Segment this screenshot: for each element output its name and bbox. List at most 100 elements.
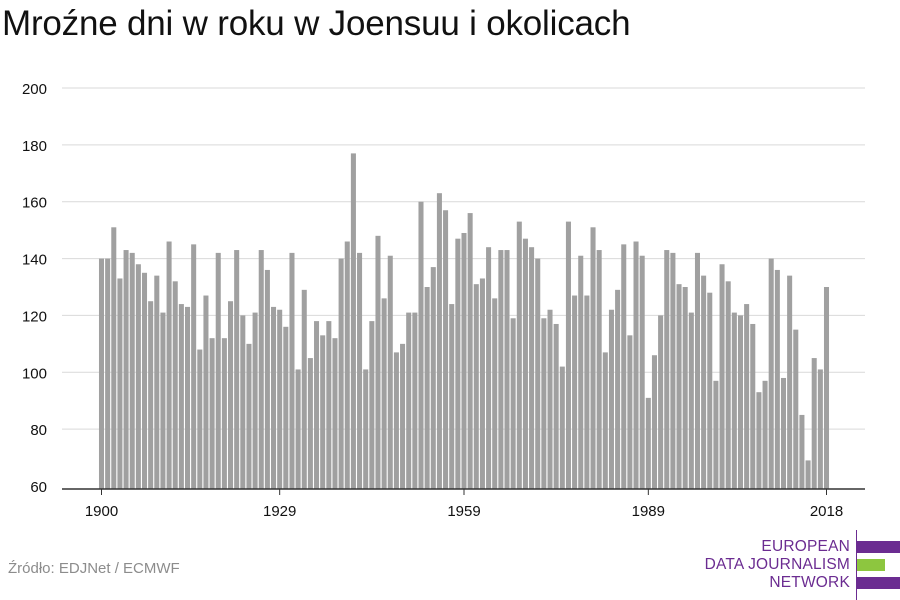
bar	[246, 343, 252, 489]
y-tick-label: 200	[22, 81, 47, 98]
bar	[154, 275, 160, 489]
bar	[479, 278, 485, 489]
bar	[264, 269, 270, 489]
bar	[400, 343, 406, 489]
bar	[271, 306, 277, 489]
bar	[350, 153, 356, 489]
bar	[516, 221, 522, 490]
bar	[670, 252, 676, 489]
bar	[406, 312, 412, 489]
source-note: Źródło: EDJNet / ECMWF	[8, 560, 180, 577]
y-tick-label: 180	[22, 138, 47, 155]
bar	[492, 298, 498, 489]
logo-wordmark: EUROPEAN DATA JOURNALISM NETWORK	[705, 538, 850, 592]
bar	[449, 304, 455, 489]
bar	[787, 275, 793, 489]
logo-divider	[856, 530, 857, 600]
bar	[387, 255, 393, 489]
bar	[608, 309, 614, 489]
bar	[221, 338, 227, 489]
bar	[332, 338, 338, 489]
bar	[731, 312, 737, 489]
bar	[547, 309, 553, 489]
bar	[197, 349, 203, 489]
x-tick-label: 1929	[263, 503, 296, 520]
bar	[719, 264, 725, 489]
logo-bar-green	[857, 559, 885, 571]
bar	[762, 380, 768, 489]
bar	[596, 250, 602, 489]
bar	[658, 315, 664, 489]
bar	[455, 238, 461, 489]
bar	[713, 380, 719, 489]
edjnet-logo: EUROPEAN DATA JOURNALISM NETWORK	[700, 530, 900, 600]
bar	[436, 193, 442, 489]
bar	[185, 306, 191, 489]
bar	[135, 264, 141, 489]
bar	[651, 355, 657, 489]
bar	[701, 275, 707, 489]
logo-line-1: EUROPEAN	[761, 538, 850, 555]
bar	[320, 335, 326, 489]
bar	[535, 258, 541, 489]
bar	[117, 278, 123, 489]
bar	[252, 312, 258, 489]
bar	[615, 289, 621, 489]
bar	[633, 241, 639, 489]
bar	[172, 281, 178, 489]
bar	[750, 323, 756, 489]
bar	[504, 250, 510, 489]
bar	[823, 287, 830, 489]
bar	[375, 235, 381, 489]
y-tick-label: 120	[22, 308, 47, 325]
bar	[443, 210, 449, 490]
bar	[393, 352, 399, 489]
bar	[203, 295, 209, 489]
bar	[277, 309, 283, 489]
bar	[338, 258, 344, 489]
bar	[412, 312, 418, 489]
bar	[725, 281, 731, 489]
bar	[234, 250, 240, 489]
bar	[694, 252, 700, 489]
bar	[283, 326, 289, 489]
bar	[209, 338, 215, 489]
y-tick-label: 160	[22, 195, 47, 212]
bar	[780, 377, 787, 489]
bar	[258, 250, 264, 489]
bar	[486, 247, 492, 489]
bar	[688, 312, 694, 489]
x-tick-label: 2018	[810, 503, 843, 520]
y-tick-label: 140	[22, 252, 47, 269]
logo-bar-purple-bottom	[857, 577, 900, 589]
bar	[768, 258, 774, 489]
bar	[191, 244, 197, 489]
bar	[98, 258, 105, 489]
bar	[639, 255, 645, 489]
bar	[793, 329, 799, 489]
bar	[584, 295, 590, 489]
bar	[314, 321, 320, 489]
bar	[621, 244, 627, 489]
bar	[240, 315, 246, 489]
bar	[578, 255, 584, 489]
chart-title: Mroźne dni w roku w Joensuu i okolicach	[2, 4, 631, 43]
bar	[510, 318, 516, 489]
bar	[105, 258, 111, 489]
logo-line-3: NETWORK	[769, 574, 850, 591]
bar	[141, 272, 148, 489]
bar	[805, 460, 811, 489]
y-tick-label: 80	[30, 422, 47, 439]
x-tick-label: 1989	[632, 503, 665, 520]
bar	[553, 323, 559, 489]
bar	[129, 252, 135, 489]
bar	[817, 369, 823, 489]
bar	[160, 312, 166, 489]
x-tick-label: 1959	[447, 503, 480, 520]
bar	[559, 366, 565, 489]
bar	[590, 227, 596, 490]
bar	[178, 304, 184, 489]
bar	[627, 335, 633, 489]
bar	[111, 227, 117, 490]
bar	[357, 252, 363, 489]
